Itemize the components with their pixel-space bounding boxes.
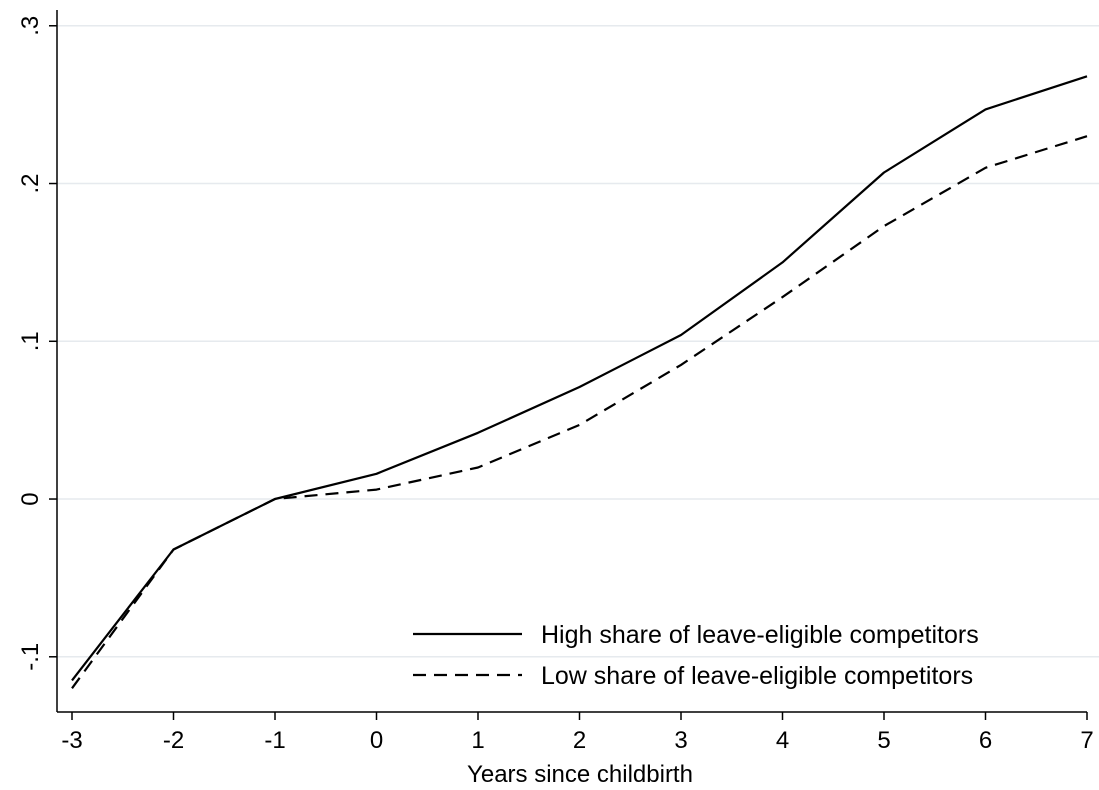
series-line-low-share: [71, 135, 1088, 689]
x-tick-label: 6: [979, 727, 992, 754]
y-tick-label: .1: [17, 331, 44, 351]
x-tick-label: 3: [674, 727, 687, 754]
series-line-high-share: [71, 75, 1088, 682]
x-tick-label: -1: [264, 727, 285, 754]
legend-label-1: Low share of leave-eligible competitors: [541, 662, 973, 690]
x-tick-label: 7: [1080, 727, 1093, 754]
y-tick-label: .3: [17, 16, 44, 36]
axes: -.1 0 .1 .2 .3 -3 -2 -1 0 1 2 3 4 5 6 7: [17, 10, 1094, 754]
x-tick-label: 5: [877, 727, 890, 754]
y-tick-label: .2: [17, 174, 44, 194]
series-lines: [71, 75, 1088, 689]
x-tick-label: 1: [471, 727, 484, 754]
x-tick-label: 4: [776, 727, 789, 754]
x-tick-label: -3: [61, 727, 82, 754]
x-tick-label: 0: [370, 727, 383, 754]
x-tick-label: -2: [163, 727, 184, 754]
y-tick-label: -.1: [17, 643, 44, 671]
legend-label-0: High share of leave-eligible competitors: [541, 621, 979, 649]
legend: High share of leave-eligible competitors…: [413, 621, 979, 690]
y-tick-label: 0: [17, 492, 44, 505]
gridlines: [57, 25, 1099, 658]
x-axis-title: Years since childbirth: [467, 761, 693, 788]
x-tick-label: 2: [573, 727, 586, 754]
